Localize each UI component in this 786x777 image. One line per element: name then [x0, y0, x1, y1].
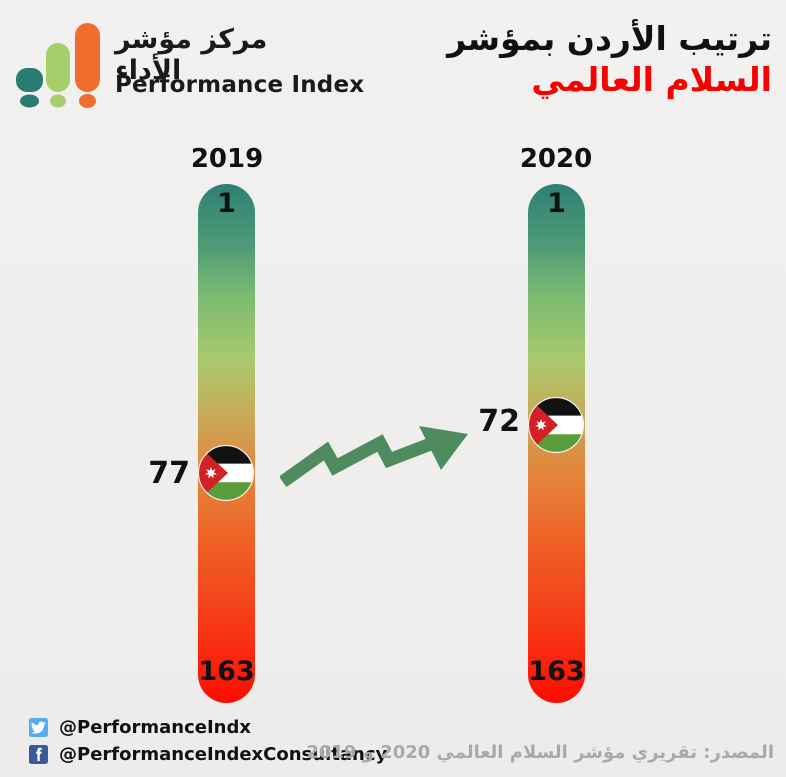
- performance-index-logo: [16, 23, 100, 108]
- facebook-row[interactable]: @PerformanceIndexConsultancy: [29, 744, 387, 765]
- jordan-flag-marker-2019: [198, 445, 254, 501]
- twitter-icon: [29, 718, 48, 737]
- title-line-2: السلام العالمي: [531, 60, 772, 100]
- brand-name-english: Performance Index: [115, 72, 365, 98]
- twitter-row[interactable]: @PerformanceIndx: [29, 717, 251, 738]
- facebook-handle[interactable]: @PerformanceIndexConsultancy: [59, 744, 388, 765]
- source-note: المصدر: تقريري مؤشر السلام العالمي 2020 …: [306, 742, 774, 763]
- jordan-flag-marker-2020: [528, 397, 584, 453]
- rank-value-2020: 72: [478, 404, 520, 439]
- page-title: ترتيب الأردن بمؤشر السلام العالمي: [447, 18, 772, 101]
- facebook-icon: [29, 745, 48, 764]
- scale-bar-2019: 1 163: [198, 184, 255, 703]
- twitter-handle[interactable]: @PerformanceIndx: [59, 717, 251, 738]
- upward-trend-arrow-icon: [280, 426, 468, 488]
- worst-rank-label-2020: 163: [528, 656, 585, 687]
- brand-name-arabic: مركز مؤشر الأداء: [115, 24, 268, 86]
- title-line-1: ترتيب الأردن بمؤشر: [447, 19, 772, 58]
- best-rank-label-2019: 1: [217, 188, 236, 219]
- year-label-2019: 2019: [190, 144, 264, 174]
- best-rank-label-2020: 1: [547, 188, 566, 219]
- worst-rank-label-2019: 163: [198, 656, 255, 687]
- year-label-2020: 2020: [519, 144, 593, 174]
- rank-value-2019: 77: [148, 456, 190, 491]
